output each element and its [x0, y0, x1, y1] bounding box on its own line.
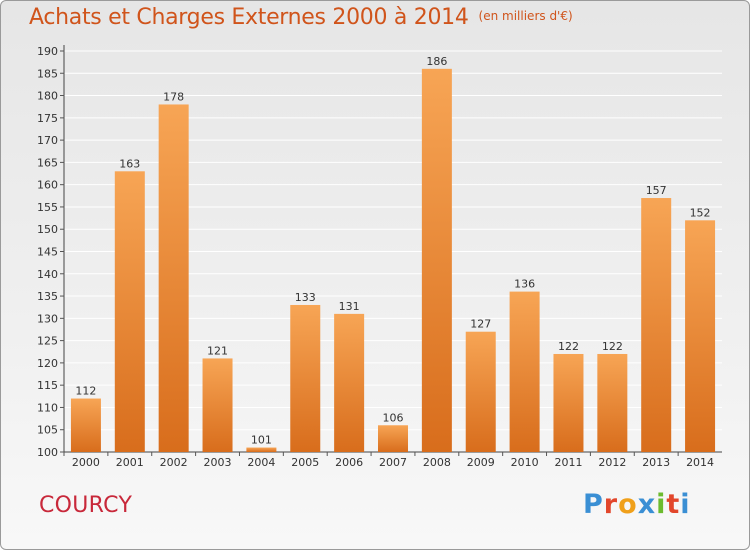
logo-letter: t — [666, 489, 681, 520]
x-tick-label-2001: 2001 — [116, 456, 144, 469]
y-tick-label: 180 — [37, 90, 58, 103]
y-tick-label: 185 — [37, 67, 58, 80]
x-tick-label-2006: 2006 — [335, 456, 363, 469]
data-label-2001: 163 — [119, 157, 140, 170]
bar-2000 — [70, 398, 101, 452]
bar-2001 — [114, 171, 145, 453]
chart-unit: (en milliers d'€) — [478, 9, 573, 23]
bar-2005 — [290, 304, 321, 452]
logo-letter: P — [583, 489, 604, 520]
data-label-2006: 131 — [339, 300, 360, 313]
x-tick-label-2012: 2012 — [598, 456, 626, 469]
x-tick-label-2004: 2004 — [247, 456, 275, 469]
x-tick-labels: 2000 2001 2002 2003 2004 2005 2006 2007 2008 2009… — [63, 452, 714, 469]
y-tick-labels: 100 105 110 115 120 125 130 135 140 145 150 155 160 1… — [37, 45, 64, 459]
logo-letter: o — [618, 489, 638, 520]
bar-2009 — [465, 331, 496, 452]
y-tick-label: 115 — [37, 379, 58, 392]
y-tick-label: 110 — [37, 401, 58, 414]
bar-2003 — [202, 358, 233, 452]
y-tick-label: 140 — [37, 268, 58, 281]
y-tick-label: 150 — [37, 223, 58, 236]
y-tick-label: 100 — [37, 446, 58, 459]
y-tick-label: 190 — [37, 45, 58, 58]
data-label-2013: 157 — [646, 184, 667, 197]
x-tick-label-2002: 2002 — [160, 456, 188, 469]
bar-2002 — [158, 104, 189, 452]
data-labels: 112 163 178 121 101 133 131 106 186 127 136 122 122 1… — [75, 55, 710, 447]
data-label-2011: 122 — [558, 340, 579, 353]
x-tick-label-2014: 2014 — [686, 456, 714, 469]
bar-2014 — [685, 220, 716, 452]
x-tick-label-2009: 2009 — [467, 456, 495, 469]
y-tick-label: 130 — [37, 312, 58, 325]
data-label-2014: 152 — [690, 206, 711, 219]
proxiti-logo: Proxiti — [583, 489, 691, 520]
bar-2004 — [246, 447, 277, 452]
chart-title-text: Achats et Charges Externes 2000 à 2014 — [29, 5, 469, 30]
logo-letter: x — [637, 489, 657, 520]
y-tick-label: 170 — [37, 134, 58, 147]
chart-title: Achats et Charges Externes 2000 à 2014 (e… — [29, 5, 573, 30]
data-label-2002: 178 — [163, 90, 184, 103]
y-tick-label: 145 — [37, 246, 58, 259]
bar-2010 — [509, 291, 540, 452]
x-tick-label-2013: 2013 — [642, 456, 670, 469]
bar-2008 — [421, 68, 452, 453]
y-tick-label: 125 — [37, 335, 58, 348]
data-label-2005: 133 — [295, 291, 316, 304]
logo-letter: r — [603, 489, 619, 520]
y-tick-label: 160 — [37, 179, 58, 192]
bars — [70, 68, 716, 453]
commune-name: COURCY — [39, 493, 133, 518]
y-tick-label: 165 — [37, 156, 58, 169]
bar-2011 — [553, 353, 584, 452]
data-label-2012: 122 — [602, 340, 623, 353]
data-label-2003: 121 — [207, 344, 228, 357]
x-tick-label-2010: 2010 — [511, 456, 539, 469]
logo-letter: i — [680, 489, 691, 520]
data-label-2008: 186 — [426, 55, 447, 68]
y-tick-label: 135 — [37, 290, 58, 303]
data-label-2010: 136 — [514, 278, 535, 291]
data-label-2007: 106 — [383, 411, 404, 424]
x-tick-label-2003: 2003 — [204, 456, 232, 469]
data-label-2009: 127 — [470, 318, 491, 331]
y-tick-label: 105 — [37, 424, 58, 437]
y-tick-label: 155 — [37, 201, 58, 214]
x-tick-label-2008: 2008 — [423, 456, 451, 469]
x-tick-label-2000: 2000 — [72, 456, 100, 469]
data-label-2004: 101 — [251, 434, 272, 447]
bar-2012 — [597, 353, 628, 452]
logo-letter: i — [656, 489, 667, 520]
data-label-2000: 112 — [75, 385, 96, 398]
y-tick-label: 175 — [37, 112, 58, 125]
x-tick-label-2011: 2011 — [554, 456, 582, 469]
x-tick-label-2007: 2007 — [379, 456, 407, 469]
bar-2007 — [378, 425, 408, 452]
x-tick-label-2005: 2005 — [291, 456, 319, 469]
bar-2006 — [334, 313, 365, 452]
y-tick-label: 120 — [37, 357, 58, 370]
bar-2013 — [641, 198, 672, 452]
